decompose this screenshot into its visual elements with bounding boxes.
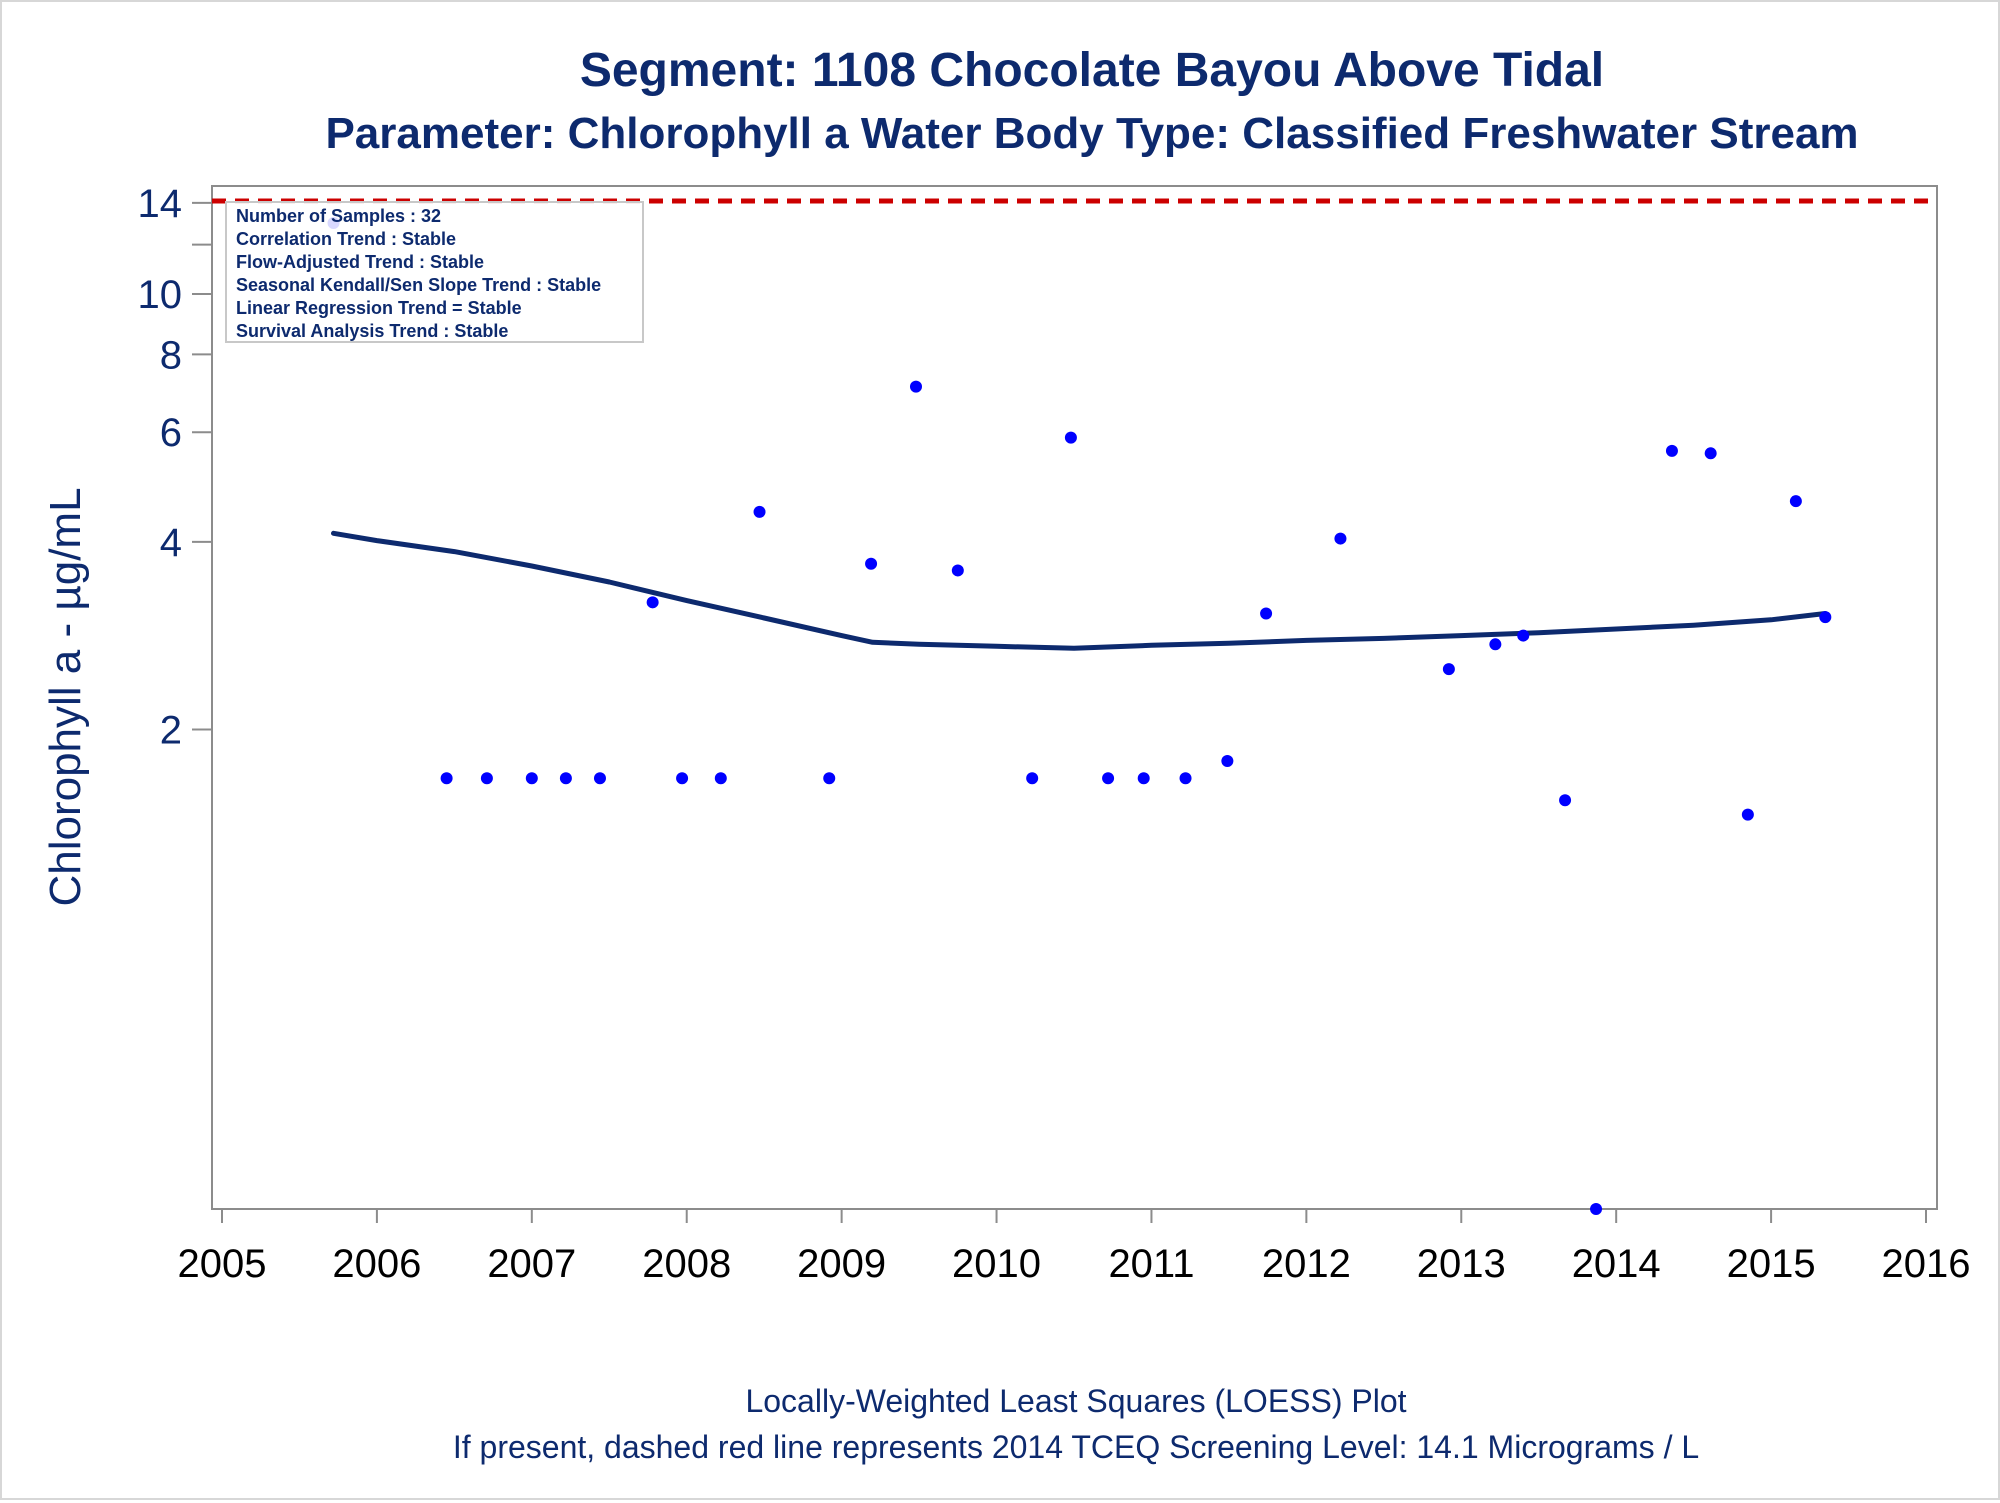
- y-tick-label: 14: [138, 182, 183, 226]
- data-points: [327, 216, 1832, 1215]
- data-point: [823, 772, 836, 785]
- data-point: [646, 596, 659, 609]
- data-point: [440, 772, 453, 785]
- data-point: [1489, 638, 1502, 651]
- info-line: Correlation Trend : Stable: [236, 229, 456, 249]
- x-tick-label: 2005: [178, 1242, 267, 1286]
- info-line: Flow-Adjusted Trend : Stable: [236, 252, 484, 272]
- data-point: [1026, 772, 1039, 785]
- x-tick-label: 2015: [1727, 1242, 1816, 1286]
- y-tick-label: 8: [160, 333, 182, 377]
- data-point: [676, 772, 689, 785]
- x-axis: 2005 2006 2007 2008 2009 2010 2011 2012 2013 2014…: [178, 1209, 1971, 1286]
- data-point: [1517, 629, 1530, 642]
- data-point: [1704, 447, 1717, 460]
- info-line: Survival Analysis Trend : Stable: [236, 321, 508, 341]
- y-tick-label: 10: [138, 273, 183, 317]
- y-axis-title: Chlorophyll a - µg/mL: [41, 487, 90, 906]
- x-tick-label: 2016: [1882, 1242, 1971, 1286]
- data-point: [1819, 611, 1832, 624]
- loess-line-group: [331, 530, 1828, 651]
- x-tick-label: 2007: [487, 1242, 576, 1286]
- trend-info-box: Number of Samples : 32 Correlation Trend…: [225, 201, 644, 343]
- footnote-screening-level: If present, dashed red line represents 2…: [453, 1429, 1699, 1465]
- data-point: [1741, 808, 1754, 821]
- data-point: [480, 772, 493, 785]
- plot-area: [211, 185, 1938, 1210]
- x-tick-label: 2008: [642, 1242, 731, 1286]
- x-tick-label: 2013: [1417, 1242, 1506, 1286]
- x-tick-label: 2012: [1262, 1242, 1351, 1286]
- chart-title: Segment: 1108 Chocolate Bayou Above Tida…: [580, 44, 1604, 97]
- info-line: Linear Regression Trend = Stable: [236, 298, 522, 318]
- y-tick-label: 4: [160, 521, 182, 565]
- loess-line: [331, 530, 1828, 651]
- data-point: [593, 772, 606, 785]
- data-point: [559, 772, 572, 785]
- y-tick-label: 6: [160, 411, 182, 455]
- x-tick-label: 2011: [1108, 1242, 1194, 1286]
- x-tick-label: 2006: [332, 1242, 421, 1286]
- data-point: [525, 772, 538, 785]
- footnote-loess: Locally-Weighted Least Squares (LOESS) P…: [745, 1383, 1406, 1419]
- x-tick-label: 2010: [952, 1242, 1041, 1286]
- data-point: [1064, 431, 1077, 444]
- data-point: [865, 557, 878, 570]
- data-point: [1221, 755, 1234, 768]
- data-point: [1590, 1203, 1603, 1215]
- data-point: [753, 505, 766, 518]
- data-point: [1137, 772, 1150, 785]
- data-point: [1789, 495, 1802, 508]
- data-point: [1102, 772, 1115, 785]
- data-point: [951, 564, 964, 577]
- data-point: [714, 772, 727, 785]
- x-tick-label: 2014: [1572, 1242, 1661, 1286]
- info-line: Seasonal Kendall/Sen Slope Trend : Stabl…: [236, 275, 601, 295]
- y-tick-label: 2: [160, 708, 182, 752]
- x-tick-label: 2009: [797, 1242, 886, 1286]
- chart-subtitle: Parameter: Chlorophyll a Water Body Type…: [325, 109, 1858, 158]
- data-point: [1260, 607, 1273, 620]
- data-point: [1334, 532, 1347, 545]
- data-point: [1665, 444, 1678, 457]
- data-point: [1559, 794, 1572, 807]
- y-axis: 2 4 6 8 10 14: [138, 182, 212, 752]
- data-point: [909, 380, 922, 393]
- data-point: [1179, 772, 1192, 785]
- info-line: Number of Samples : 32: [236, 206, 441, 226]
- data-point: [1442, 663, 1455, 676]
